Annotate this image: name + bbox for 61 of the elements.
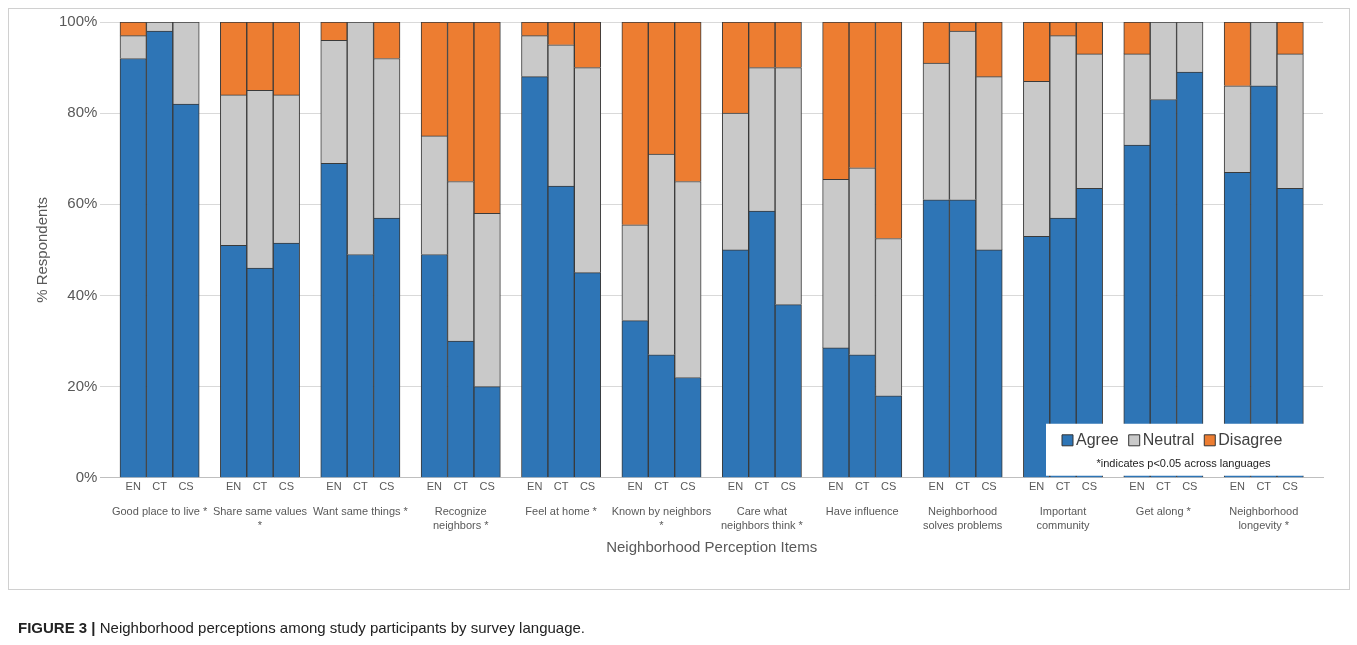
x-tick-label: EN: [1229, 480, 1246, 493]
x-tick-label: CS: [1081, 480, 1098, 493]
y-tick-label: 40%: [67, 285, 98, 303]
text: Neighborhood longevity *: [1229, 505, 1299, 532]
x-tick-label: CT: [1256, 480, 1272, 493]
annotation: *indicates p<0.05 across languages: [1096, 456, 1271, 469]
x-tick-label: CT: [854, 480, 870, 493]
text: Want same things *: [312, 505, 409, 518]
x-tick-label: CS: [479, 480, 495, 493]
legend-label: Disagree: [1218, 431, 1283, 449]
y-tick-label: 20%: [67, 376, 98, 394]
y-tick-label: 60%: [67, 194, 98, 212]
text: Important community: [1036, 505, 1091, 532]
x-tick-label: CS: [881, 480, 897, 493]
x-tick-label: EN: [326, 480, 342, 493]
x-tick-label: CT: [353, 480, 368, 493]
x-tick-label: CT: [754, 480, 770, 493]
text: Have influence: [825, 505, 899, 518]
x-tick-label: EN: [1129, 480, 1145, 493]
x-tick-label: EN: [426, 480, 443, 493]
y-axis-title: % Respondents: [33, 196, 51, 303]
text: Neighborhood solves problems: [922, 505, 1003, 532]
text: Known by neighbors *: [611, 505, 712, 532]
y-tick-label: 80%: [67, 103, 98, 121]
text: Care what neighbors think *: [720, 505, 804, 532]
x-tick-label: CT: [152, 480, 168, 493]
x-tick-label: CT: [1156, 480, 1171, 493]
x-tick-label: EN: [527, 480, 543, 493]
x-tick-label: CT: [453, 480, 469, 493]
x-tick-label: CS: [178, 480, 194, 493]
caption: FIGURE 3 | Neighborhood perceptions among study participants by survey language.: [18, 619, 586, 637]
x-tick-label: CT: [1055, 480, 1071, 493]
x-tick-label: CT: [654, 480, 670, 493]
text: Feel at home *: [525, 505, 598, 518]
legend-label: Neutral: [1142, 431, 1195, 449]
x-tick-label: EN: [125, 480, 141, 493]
x-tick-label: CS: [981, 480, 997, 493]
x-tick-label: CT: [252, 480, 268, 493]
x-tick-label: CS: [780, 480, 796, 493]
text: Get along *: [1135, 505, 1192, 518]
text: Good place to live *: [111, 505, 209, 518]
x-tick-label: CS: [379, 480, 395, 493]
x-tick-label: EN: [828, 480, 844, 493]
x-tick-label: EN: [1028, 480, 1045, 493]
x-tick-label: EN: [627, 480, 643, 493]
x-tick-label: CS: [1282, 480, 1298, 493]
x-tick-label: CT: [553, 480, 569, 493]
y-tick-label: 0%: [75, 467, 98, 485]
x-tick-label: CT: [955, 480, 971, 493]
x-tick-label: EN: [928, 480, 944, 493]
y-tick-label: 100%: [58, 12, 98, 30]
x-tick-label: EN: [225, 480, 242, 493]
x-tick-label: CS: [1182, 480, 1198, 493]
x-tick-label: CS: [680, 480, 696, 493]
x-tick-label: CS: [579, 480, 596, 493]
x-axis-title: Neighborhood Perception Items: [606, 538, 818, 556]
text: Recognize neighbors *: [432, 505, 490, 532]
text: Share same values *: [212, 505, 308, 532]
legend-label: Agree: [1076, 431, 1119, 449]
x-tick-label: CS: [278, 480, 295, 493]
x-tick-label: EN: [727, 480, 744, 493]
